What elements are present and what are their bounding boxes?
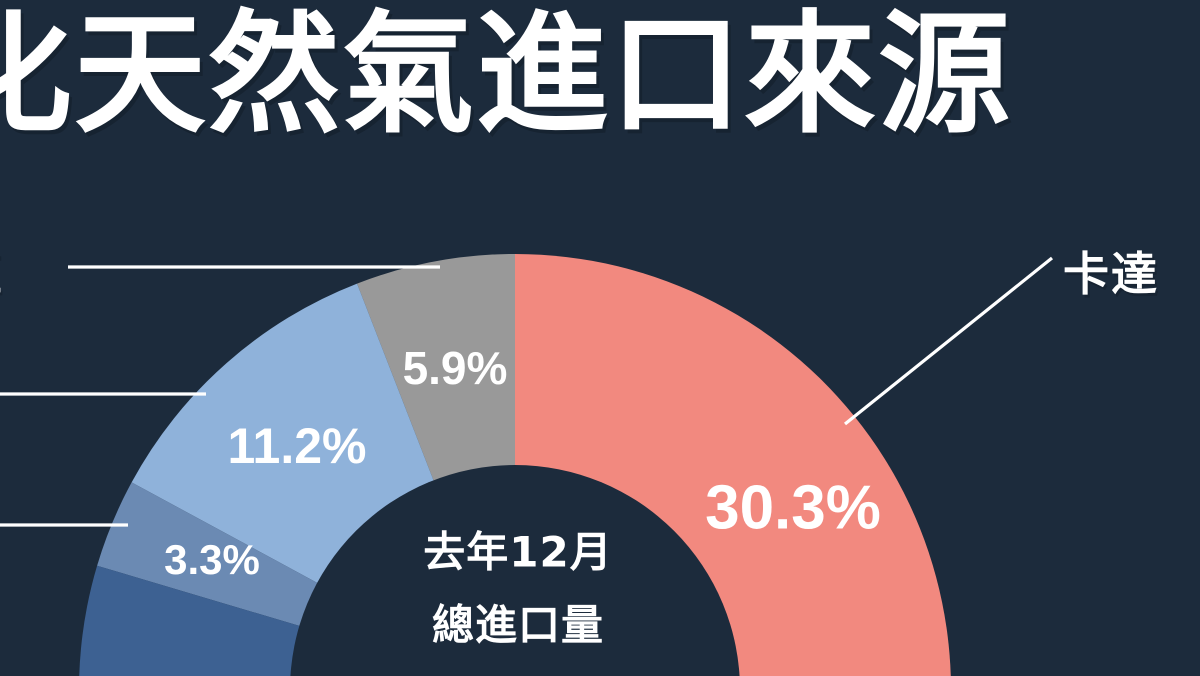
- slice-label-light-blue: 11.2%: [227, 418, 366, 474]
- leader-line-right: [843, 256, 1054, 426]
- callout-label-left-top: 亞: [0, 238, 4, 304]
- center-text-line2: 總進口量: [432, 601, 604, 650]
- page-title: 化天然氣進口來源: [0, 0, 1012, 152]
- slice-label-qatar: 30.3%: [705, 473, 881, 542]
- slice-label-gray: 5.9%: [403, 342, 508, 394]
- callout-label-qatar: 卡達: [1063, 247, 1159, 301]
- slice-label-mid-blue: 3.3%: [164, 536, 260, 583]
- donut-hole: [290, 465, 740, 676]
- center-text-line1: 去年12月: [423, 528, 612, 577]
